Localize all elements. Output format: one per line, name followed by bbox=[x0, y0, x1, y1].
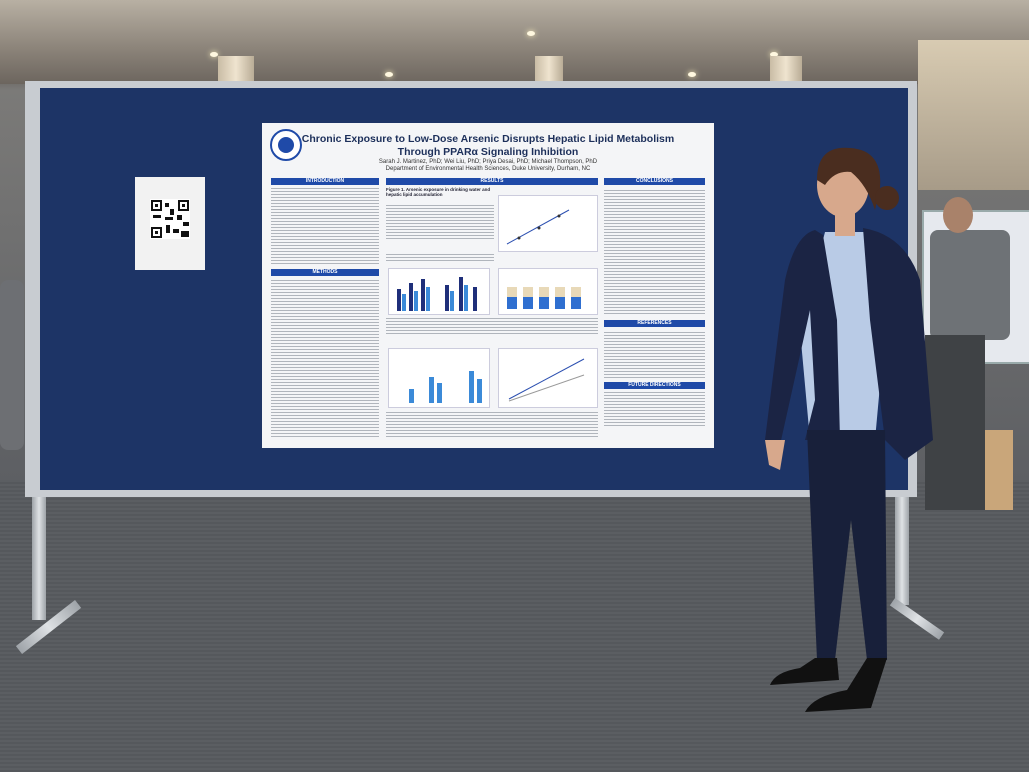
figure-plot bbox=[498, 348, 598, 408]
light bbox=[688, 72, 696, 77]
pillar bbox=[535, 56, 563, 84]
poster-affiliation: Department of Environmental Health Scien… bbox=[385, 166, 591, 172]
bar-graphic bbox=[397, 277, 477, 311]
body-text bbox=[386, 318, 598, 336]
plot-graphic bbox=[508, 358, 585, 402]
section-header: INTRODUCTION bbox=[271, 178, 379, 185]
presenter bbox=[765, 147, 933, 712]
qr-code bbox=[150, 199, 190, 239]
figure-plot bbox=[498, 195, 598, 252]
light bbox=[210, 52, 218, 57]
person-head bbox=[943, 197, 973, 233]
section-header: REFERENCES bbox=[604, 320, 705, 327]
section-header: CONCLUSIONS bbox=[604, 178, 705, 185]
pillar bbox=[218, 56, 254, 84]
pillar bbox=[770, 56, 802, 84]
poster-title: Through PPARα Signaling Inhibition bbox=[397, 146, 579, 158]
section-header: FUTURE DIRECTIONS bbox=[604, 382, 705, 389]
poster-title: Chronic Exposure to Low-Dose Arsenic Dis… bbox=[301, 133, 675, 145]
wall bbox=[918, 40, 1029, 190]
ceiling bbox=[0, 0, 1029, 84]
board-leg bbox=[895, 490, 909, 605]
plot-graphic bbox=[506, 209, 570, 245]
light bbox=[527, 31, 535, 36]
body-text bbox=[386, 253, 494, 263]
section-header: RESULTS bbox=[386, 178, 598, 185]
figure-bars bbox=[388, 348, 490, 408]
figure-caption: Figure 1. Arsenic exposure in drinking w… bbox=[386, 187, 491, 197]
board-leg bbox=[32, 490, 46, 620]
person-background bbox=[0, 280, 24, 450]
body-text bbox=[604, 188, 705, 316]
section-header: METHODS bbox=[271, 269, 379, 276]
light bbox=[385, 72, 393, 77]
figure-bars bbox=[388, 268, 490, 315]
body-text bbox=[386, 411, 598, 439]
poster-authors: Sarah J. Martinez, PhD; Wei Liu, PhD; Pr… bbox=[378, 159, 598, 165]
body-text bbox=[386, 205, 494, 241]
body-text bbox=[271, 188, 379, 266]
bar-graphic bbox=[409, 371, 482, 403]
bag bbox=[985, 430, 1013, 510]
university-seal bbox=[270, 129, 302, 161]
body-text bbox=[604, 330, 705, 380]
person-background bbox=[930, 230, 1010, 340]
person-legs bbox=[925, 335, 985, 510]
qr-card bbox=[135, 177, 205, 270]
poster: Chronic Exposure to Low-Dose Arsenic Dis… bbox=[262, 123, 714, 448]
stacked-graphic bbox=[507, 287, 581, 309]
light bbox=[770, 52, 778, 57]
figure-stacked bbox=[498, 268, 598, 315]
body-text bbox=[604, 392, 705, 428]
body-text bbox=[271, 279, 379, 439]
